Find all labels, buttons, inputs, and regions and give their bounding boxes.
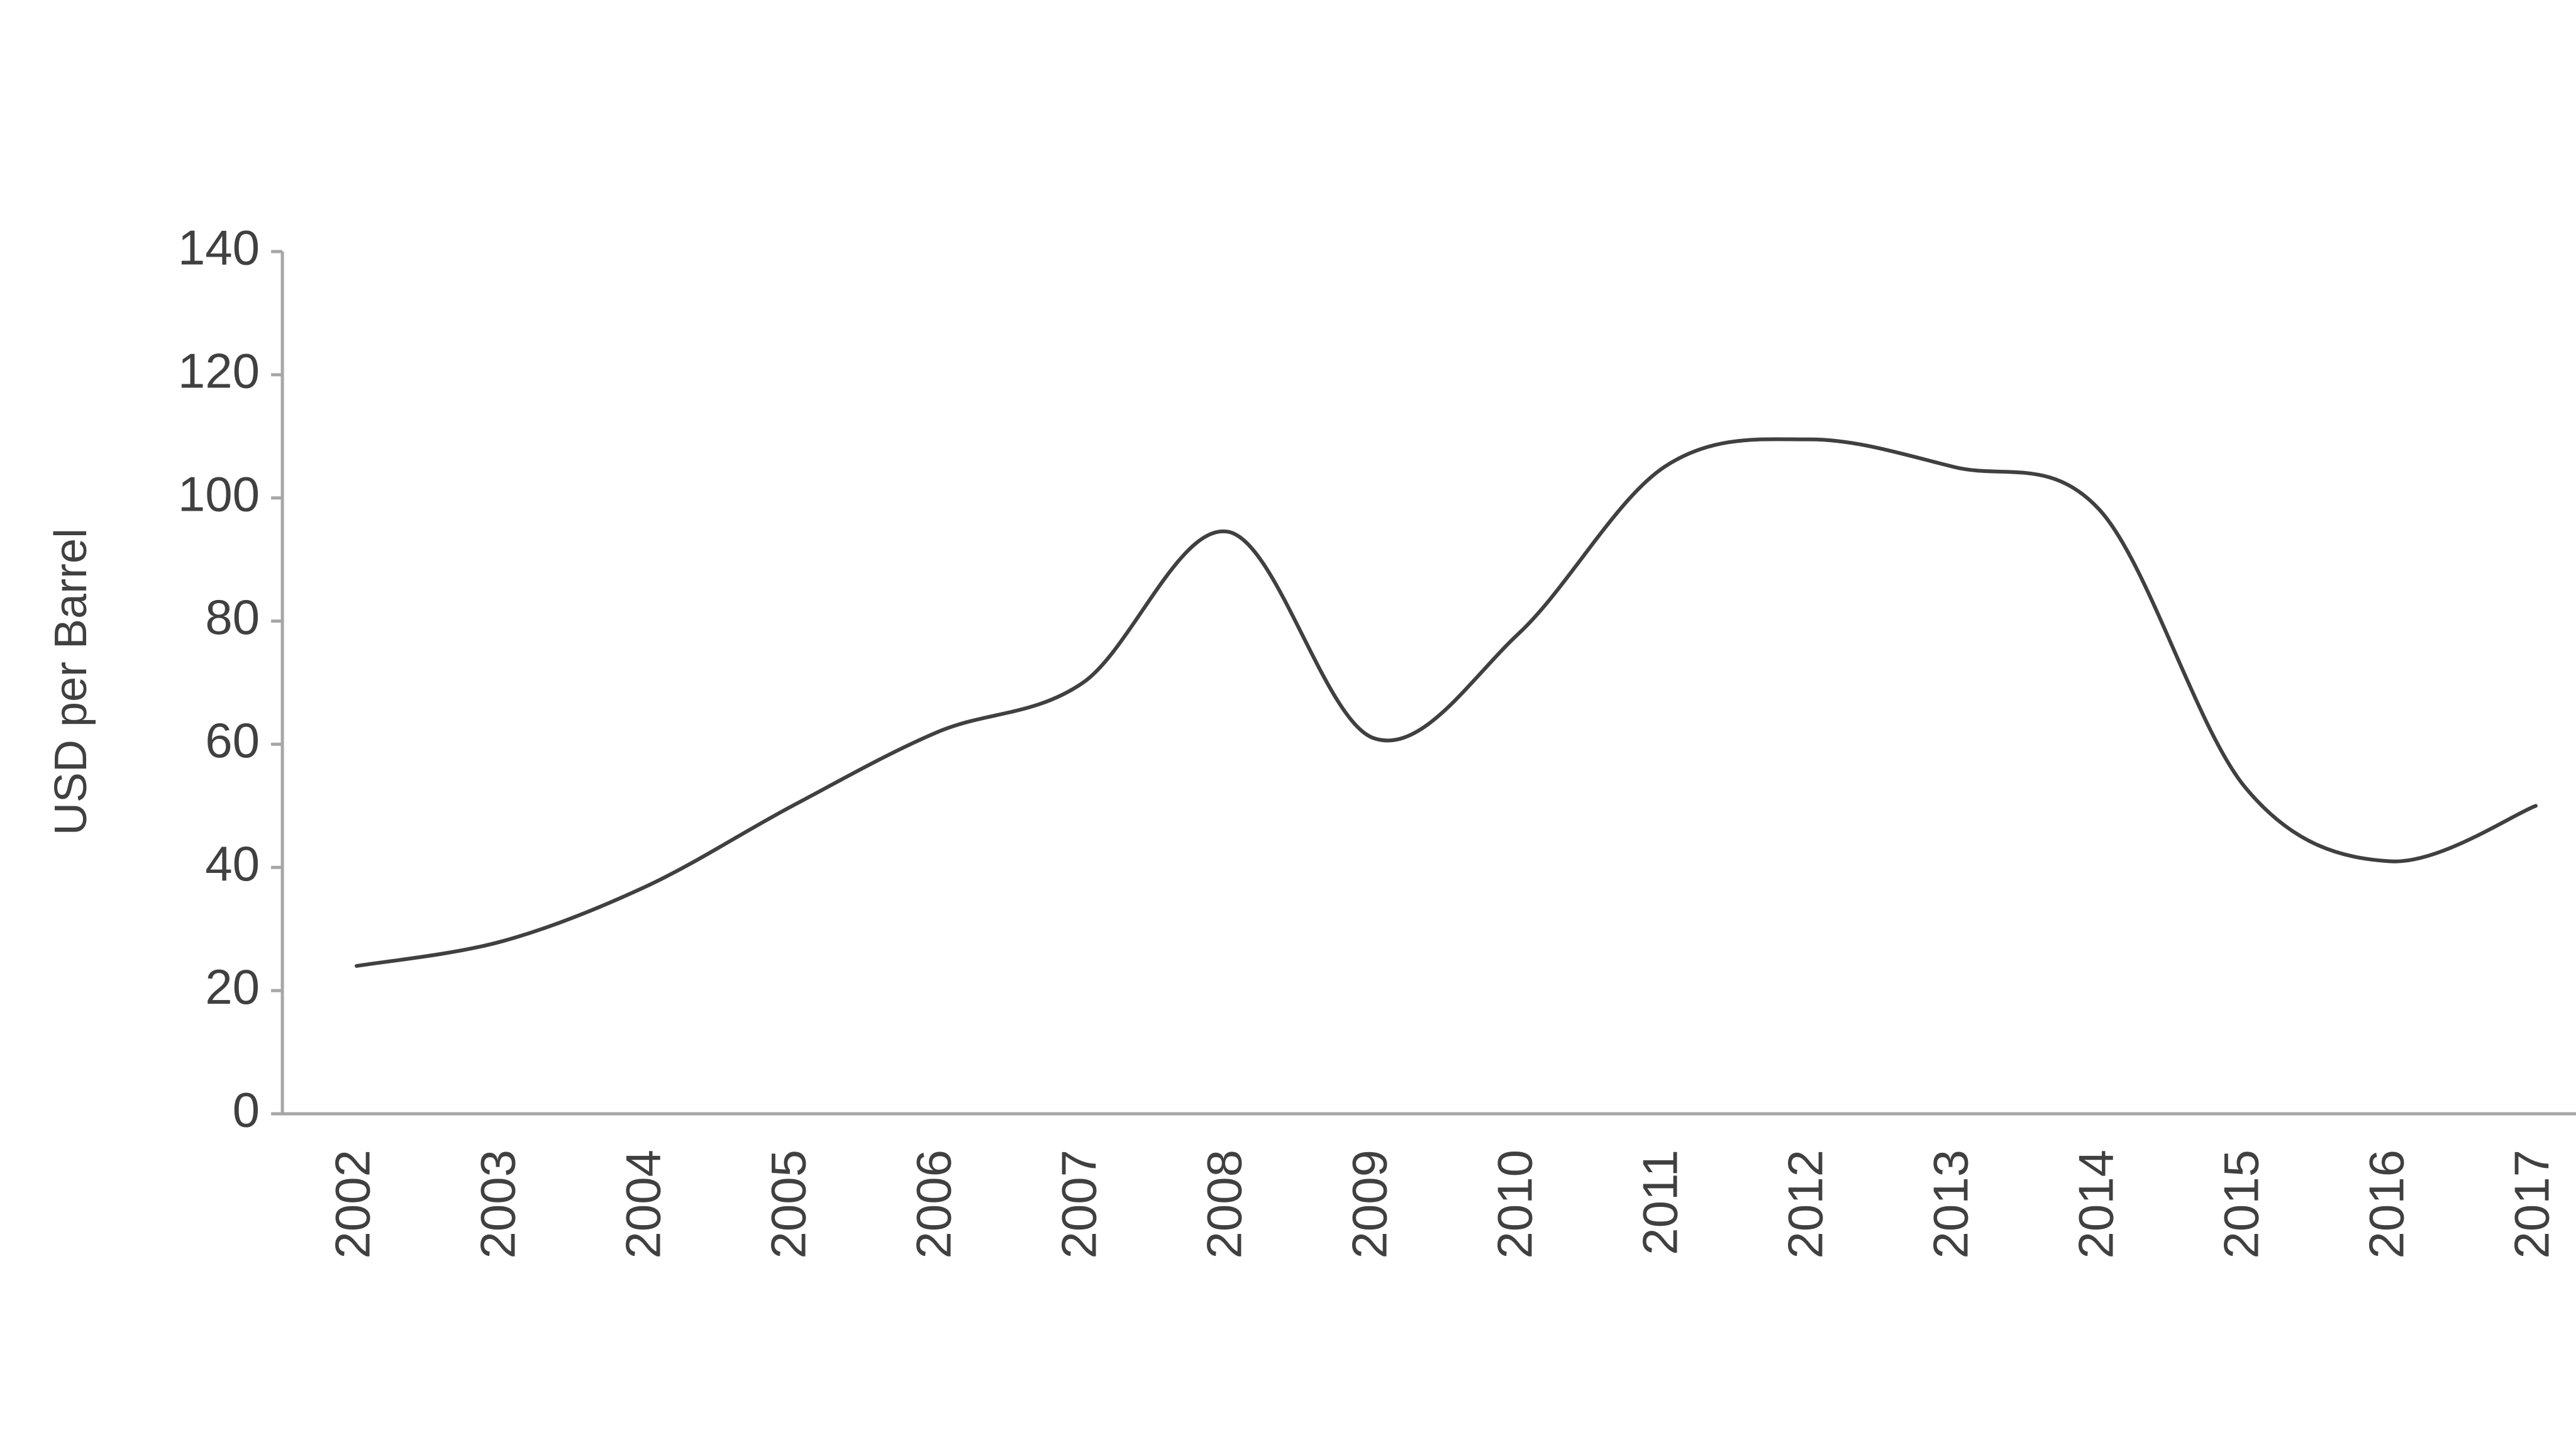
x-tick-label: 2007 bbox=[1052, 1150, 1107, 1259]
y-tick-label: 60 bbox=[205, 713, 260, 768]
y-tick-label: 0 bbox=[233, 1082, 260, 1138]
x-tick-label: 2005 bbox=[761, 1150, 816, 1259]
x-tick-label: 2014 bbox=[2068, 1150, 2124, 1259]
x-tick-label: 2016 bbox=[2359, 1150, 2414, 1259]
y-tick-label: 120 bbox=[178, 343, 260, 398]
line-series bbox=[355, 437, 2538, 968]
x-tick-label: 2011 bbox=[1633, 1150, 1688, 1255]
y-tick-label: 40 bbox=[205, 836, 260, 891]
x-tick-label: 2003 bbox=[470, 1150, 526, 1259]
x-tick-label: 2015 bbox=[2214, 1150, 2269, 1259]
x-tick-label: 2012 bbox=[1778, 1150, 1833, 1259]
y-axis-title: USD per Barrel bbox=[46, 528, 96, 835]
x-tick-label: 2006 bbox=[906, 1150, 962, 1259]
x-tick-label: 2008 bbox=[1197, 1150, 1252, 1259]
x-tick-label: 2017 bbox=[2504, 1150, 2560, 1259]
y-tick-label: 140 bbox=[178, 220, 260, 275]
x-tick-label: 2002 bbox=[325, 1150, 380, 1259]
y-tick-label: 20 bbox=[205, 959, 260, 1014]
y-tick-label: 80 bbox=[205, 589, 260, 645]
x-tick-label: 2013 bbox=[1923, 1150, 1979, 1259]
x-tick-label: 2010 bbox=[1487, 1150, 1543, 1259]
x-tick-label: 2004 bbox=[616, 1150, 671, 1259]
y-tick-label: 100 bbox=[178, 466, 260, 521]
x-tick-label: 2009 bbox=[1342, 1150, 1397, 1259]
